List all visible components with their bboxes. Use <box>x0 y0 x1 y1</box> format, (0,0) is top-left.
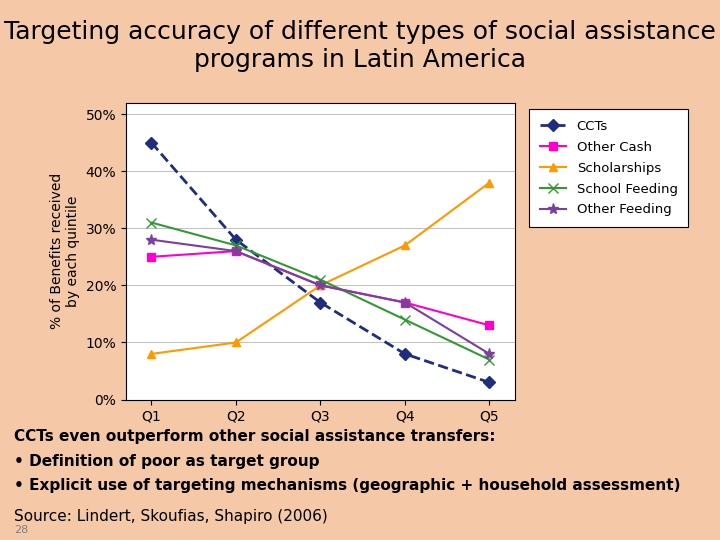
Other Cash <box>400 299 409 306</box>
Text: • Explicit use of targeting mechanisms (geographic + household assessment): • Explicit use of targeting mechanisms (… <box>14 478 681 493</box>
CCTs <box>400 350 409 357</box>
Line: Scholarships: Scholarships <box>147 178 494 358</box>
School Feeding <box>400 316 409 323</box>
Line: School Feeding: School Feeding <box>146 218 495 364</box>
Other Feeding <box>400 299 409 306</box>
Scholarships <box>147 350 156 357</box>
Other Feeding <box>485 350 494 357</box>
Text: CCTs even outperform other social assistance transfers:: CCTs even outperform other social assist… <box>14 429 496 444</box>
Line: CCTs: CCTs <box>147 138 494 387</box>
Other Cash <box>147 254 156 260</box>
Line: Other Feeding: Other Feeding <box>146 234 495 360</box>
School Feeding <box>147 219 156 226</box>
Y-axis label: % of Benefits received
by each quintile: % of Benefits received by each quintile <box>50 173 80 329</box>
CCTs <box>316 299 325 306</box>
Other Feeding <box>147 237 156 243</box>
Text: 28: 28 <box>14 524 29 535</box>
Other Feeding <box>316 282 325 288</box>
Other Cash <box>316 282 325 288</box>
Scholarships <box>400 242 409 248</box>
Other Cash <box>485 322 494 328</box>
Text: Targeting accuracy of different types of social assistance
programs in Latin Ame: Targeting accuracy of different types of… <box>4 20 716 72</box>
School Feeding <box>485 356 494 363</box>
Text: Source: Lindert, Skoufias, Shapiro (2006): Source: Lindert, Skoufias, Shapiro (2006… <box>14 510 328 524</box>
Line: Other Cash: Other Cash <box>147 247 494 329</box>
Scholarships <box>485 179 494 186</box>
Other Feeding <box>232 248 240 254</box>
Text: • Definition of poor as target group: • Definition of poor as target group <box>14 454 320 469</box>
Other Cash <box>232 248 240 254</box>
School Feeding <box>232 242 240 248</box>
Scholarships <box>316 282 325 288</box>
Legend: CCTs, Other Cash, Scholarships, School Feeding, Other Feeding: CCTs, Other Cash, Scholarships, School F… <box>529 109 688 227</box>
CCTs <box>485 379 494 386</box>
School Feeding <box>316 276 325 283</box>
CCTs <box>232 237 240 243</box>
CCTs <box>147 139 156 146</box>
Scholarships <box>232 339 240 346</box>
